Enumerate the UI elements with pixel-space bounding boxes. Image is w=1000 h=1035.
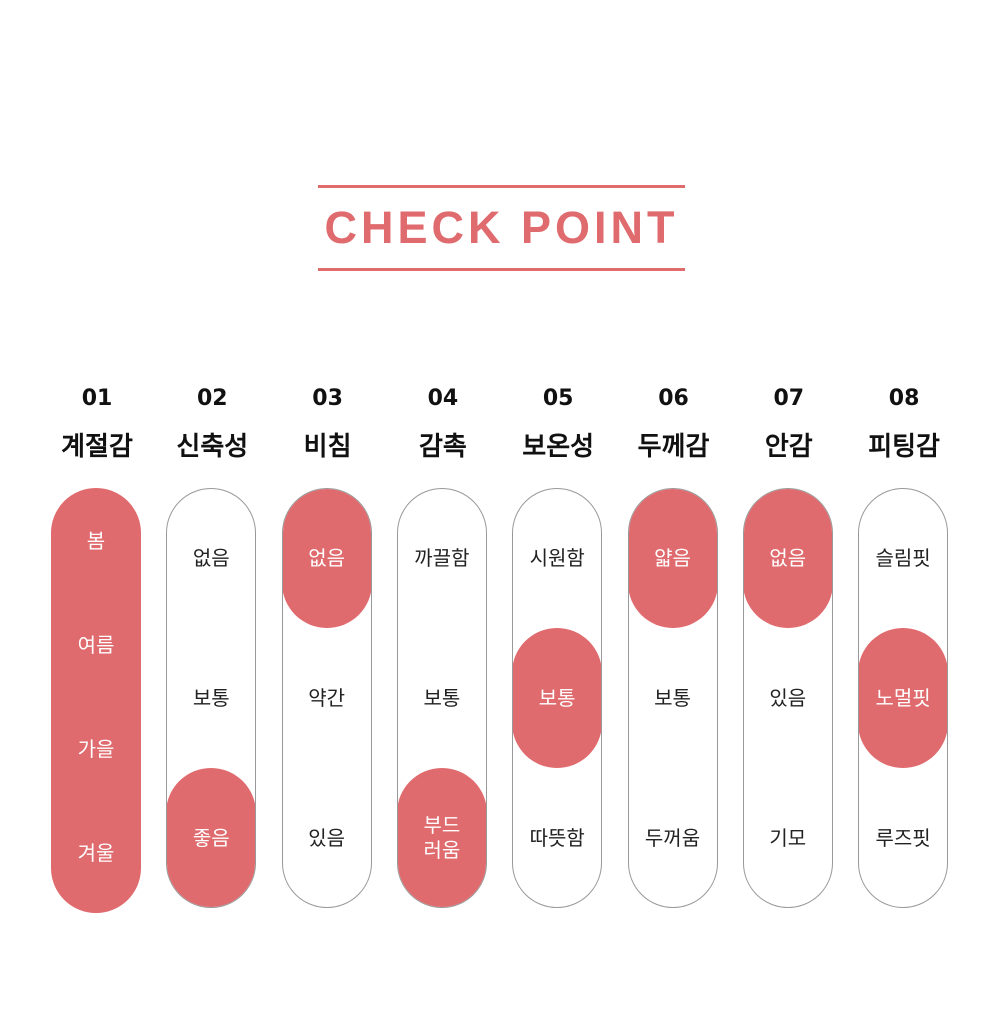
option: 기모 xyxy=(769,825,807,850)
column-label: 피팅감 xyxy=(868,432,940,462)
option: 보통 xyxy=(192,685,230,710)
option-selected: 노멀핏 xyxy=(859,628,948,768)
column-number: 06 xyxy=(658,386,689,411)
option: 보통 xyxy=(654,685,691,710)
title-box: CHECK POINT xyxy=(318,185,685,271)
column-label: 안감 xyxy=(764,432,813,462)
option-selected: 보통 xyxy=(513,628,602,768)
option: 두꺼움 xyxy=(644,825,701,850)
column-number: 07 xyxy=(773,386,805,411)
option: 있음 xyxy=(769,685,807,710)
option: 루즈핏 xyxy=(875,825,931,850)
option-selected: 좋음 xyxy=(167,768,256,907)
column-label: 신축성 xyxy=(176,432,249,462)
column-number: 01 xyxy=(81,386,113,411)
option: 보통 xyxy=(423,685,461,710)
column-number: 05 xyxy=(542,386,574,411)
option-selected: 없음 xyxy=(282,489,371,628)
page-title: CHECK POINT xyxy=(324,202,679,253)
option-selected: 봄 xyxy=(86,528,106,553)
option-selected: 가을 xyxy=(77,736,115,761)
option: 시원함 xyxy=(529,545,585,570)
option-selected: 겨울 xyxy=(77,840,115,865)
option: 없음 xyxy=(192,545,230,570)
option-selected: 부드 러움 xyxy=(397,768,486,907)
option-selected: 없음 xyxy=(743,489,832,628)
option: 따뜻함 xyxy=(529,825,585,850)
option-selected: 여름 xyxy=(77,632,115,657)
column-number: 04 xyxy=(427,386,459,411)
column-label: 보온성 xyxy=(522,432,595,462)
option: 약간 xyxy=(308,685,345,710)
column-label: 감촉 xyxy=(418,432,467,462)
column-label: 비침 xyxy=(303,432,352,462)
column-label: 계절감 xyxy=(61,432,133,462)
column-label: 두께감 xyxy=(637,432,710,462)
option: 슬림핏 xyxy=(875,545,931,570)
column-number: 08 xyxy=(888,386,920,411)
option: 있음 xyxy=(308,825,345,850)
option: 까끌함 xyxy=(414,545,470,570)
column-number: 03 xyxy=(312,386,343,411)
option-selected: 얇음 xyxy=(628,489,717,628)
column-number: 02 xyxy=(196,386,228,411)
